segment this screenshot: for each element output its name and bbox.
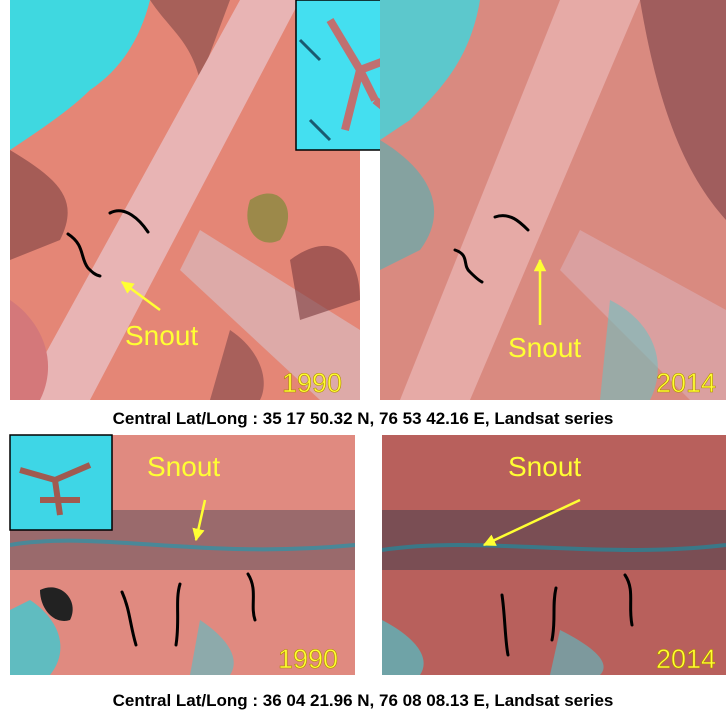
caption: Central Lat/Long : 35 17 50.32 N, 76 53 …: [113, 409, 614, 428]
figure: Snout 1990 Snout 2014 Central Lat/Long :…: [0, 0, 726, 714]
year-label: 2014: [656, 368, 716, 398]
snout-label: Snout: [125, 320, 198, 351]
snout-label: Snout: [147, 451, 220, 482]
snout-label: Snout: [508, 451, 581, 482]
snout-label: Snout: [508, 332, 581, 363]
inset-map: [10, 435, 112, 530]
satellite-image: Snout 2014: [382, 435, 726, 675]
satellite-image: Snout 2014: [380, 0, 726, 400]
year-label: 2014: [656, 644, 716, 674]
year-label: 1990: [278, 644, 338, 674]
year-label: 1990: [282, 368, 342, 398]
caption: Central Lat/Long : 36 04 21.96 N, 76 08 …: [113, 691, 614, 710]
